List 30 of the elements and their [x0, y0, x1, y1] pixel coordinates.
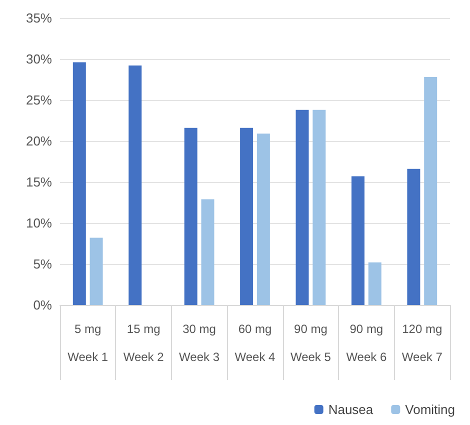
y-tick-label: 0%	[33, 298, 52, 312]
y-tick-label: 15%	[26, 174, 52, 190]
bar	[201, 199, 214, 305]
bar	[128, 66, 142, 305]
x-tick-label: 5 mg Week 1	[68, 322, 108, 364]
bar	[368, 262, 382, 305]
bar	[424, 77, 438, 305]
x-tick-label: 90 mg Week 6	[346, 322, 387, 364]
y-tick-label: 25%	[26, 92, 52, 108]
bar	[184, 128, 198, 305]
y-tick-label: 30%	[26, 52, 52, 66]
bar	[312, 110, 326, 305]
x-tick-label: 120 mg Week 7	[402, 322, 443, 364]
x-tick-label: 60 mg Week 4	[234, 322, 276, 364]
bar	[256, 134, 270, 305]
bar	[351, 176, 364, 305]
bar	[296, 110, 309, 305]
bar	[90, 238, 103, 305]
bar	[72, 62, 86, 305]
bar	[407, 168, 420, 305]
y-tick-label: 35%	[26, 10, 52, 26]
y-tick-label: 10%	[26, 216, 52, 230]
bar	[240, 128, 254, 305]
y-tick-label: 5%	[33, 256, 52, 272]
y-tick-label: 20%	[26, 134, 52, 148]
x-tick-label: 90 mg Week 5	[290, 322, 332, 364]
x-tick-label: 15 mg Week 2	[123, 322, 164, 364]
x-tick-label: 30 mg Week 3	[179, 322, 220, 364]
legend-label: Vomiting	[405, 402, 456, 417]
legend-label: Nausea	[328, 402, 374, 417]
